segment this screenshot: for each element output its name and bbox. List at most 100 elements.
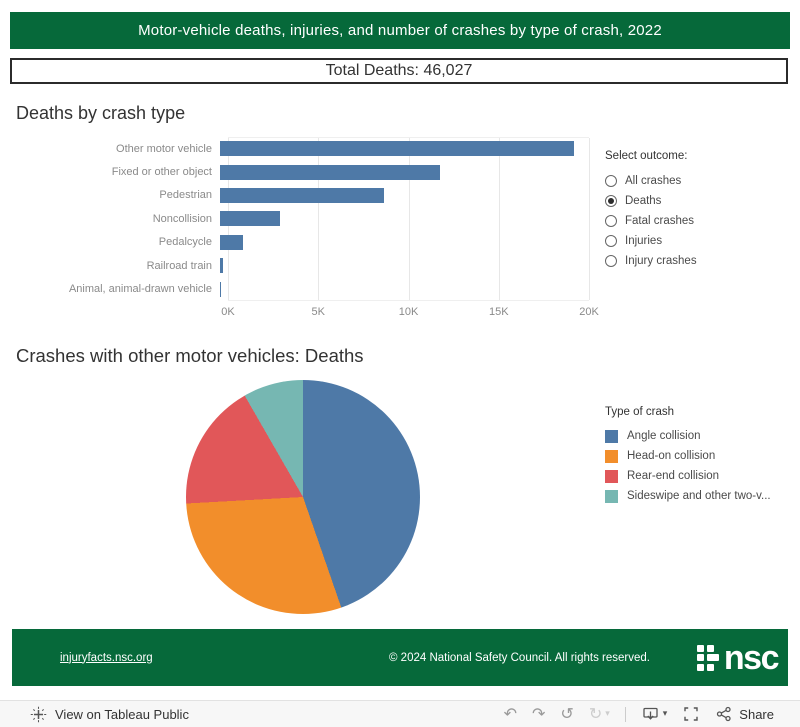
legend-swatch-icon [605, 449, 618, 463]
download-caret-icon: ▾ [662, 709, 668, 719]
bar-track [220, 211, 594, 227]
share-icon [717, 706, 731, 722]
bar-category-label: Railroad train [146, 259, 212, 272]
legend-swatch-icon [605, 489, 618, 503]
bar-row: Railroad train [10, 254, 594, 277]
toolbar-separator [624, 706, 626, 722]
fullscreen-button[interactable] [682, 705, 700, 723]
bar-track [220, 187, 594, 203]
outcome-option-label: Injury crashes [625, 255, 697, 267]
legend-item[interactable]: Angle collision [605, 426, 771, 446]
header-banner: Motor-vehicle deaths, injuries, and numb… [10, 12, 790, 49]
legend-swatch-icon [605, 429, 618, 443]
nsc-logo: nsc [697, 638, 780, 677]
share-label: Share [739, 706, 774, 722]
header-title: Motor-vehicle deaths, injuries, and numb… [138, 22, 662, 39]
legend-item-label: Rear-end collision [627, 470, 720, 482]
share-button[interactable]: Share [715, 705, 774, 723]
outcome-filter-label: Select outcome: [605, 150, 688, 162]
tableau-toolbar: View on Tableau Public ↶ ↷ ↺ ↻ ▾ ▾ [0, 700, 800, 727]
toolbar-actions: ↶ ↷ ↺ ↻ ▾ ▾ Share [504, 705, 774, 723]
radio-circle-icon [605, 215, 617, 227]
replay-caret-icon: ▾ [605, 709, 610, 719]
bar-row: Animal, animal-drawn vehicle [10, 277, 594, 300]
total-deaths-text: Total Deaths: 46,027 [325, 62, 473, 79]
total-deaths-box: Total Deaths: 46,027 [10, 58, 788, 84]
copyright-text: © 2024 National Safety Council. All righ… [389, 651, 650, 664]
bar-row: Fixed or other object [10, 160, 594, 183]
bar-track [220, 281, 594, 297]
outcome-option-fatal-crashes[interactable]: Fatal crashes [605, 211, 697, 231]
outcome-option-injury-crashes[interactable]: Injury crashes [605, 251, 697, 271]
pie-chart[interactable] [186, 380, 420, 614]
view-on-tableau-public-label: View on Tableau Public [55, 706, 189, 722]
bar-1[interactable] [220, 141, 574, 157]
injuryfacts-link[interactable]: injuryfacts.nsc.org [60, 651, 153, 664]
bar-row: Other motor vehicle [10, 137, 594, 160]
bar-7[interactable] [220, 281, 222, 297]
tableau-logo-icon [30, 706, 47, 722]
radio-circle-icon [605, 255, 617, 267]
outcome-option-label: Injuries [625, 235, 663, 247]
outcome-option-deaths[interactable]: Deaths [605, 191, 697, 211]
bar-category-label: Pedalcycle [158, 236, 212, 249]
legend-swatch-icon [605, 469, 618, 483]
undo-icon[interactable]: ↶ [503, 704, 518, 723]
x-axis-tick-label: 10K [398, 306, 419, 318]
bar-track [220, 258, 594, 274]
radio-circle-icon [605, 195, 617, 207]
download-button[interactable]: ▾ [641, 705, 668, 723]
outcome-option-label: Fatal crashes [625, 215, 695, 227]
bar-4[interactable] [220, 211, 280, 227]
bar-category-label: Pedestrian [159, 189, 212, 202]
x-axis-tick-label: 20K [579, 306, 599, 318]
x-axis-tick-label: 5K [311, 306, 325, 318]
x-axis-tick-label: 15K [488, 306, 509, 318]
bar-3[interactable] [220, 187, 385, 203]
download-icon [643, 707, 658, 720]
radio-circle-icon [605, 175, 617, 187]
bar-row: Pedalcycle [10, 231, 594, 254]
outcome-filter-panel: Select outcome: All crashes Deaths Fatal c… [605, 150, 697, 271]
bar-chart-x-axis: 0K 5K 10K 15K 20K [10, 306, 599, 322]
fullscreen-icon [684, 707, 698, 721]
bar-track [220, 234, 594, 250]
bar-category-label: Noncollision [152, 212, 212, 225]
gridline [318, 138, 320, 300]
bar-chart: Other motor vehicle Fixed or other object… [10, 137, 594, 301]
outcome-option-injuries[interactable]: Injuries [605, 231, 697, 251]
redo-icon[interactable]: ↷ [532, 704, 546, 723]
bar-5[interactable] [220, 234, 243, 250]
outcome-option-label: Deaths [625, 195, 662, 207]
bar-category-label: Other motor vehicle [116, 142, 212, 155]
bar-track [220, 164, 594, 180]
reset-icon[interactable]: ↺ [560, 704, 574, 723]
bar-row: Noncollision [10, 207, 594, 230]
nsc-logo-text: nsc [723, 638, 780, 677]
view-on-tableau-public-link[interactable]: View on Tableau Public [30, 706, 189, 723]
bar-2[interactable] [220, 164, 441, 180]
legend-item[interactable]: Head-on collision [605, 446, 771, 466]
radio-circle-icon [605, 235, 617, 247]
replay-icon: ↻ [588, 704, 603, 723]
gridline [589, 138, 590, 300]
footer-banner: injuryfacts.nsc.org © 2024 National Safe… [12, 629, 788, 686]
bar-category-label: Animal, animal-drawn vehicle [68, 283, 212, 296]
pie-legend: Type of crash Angle collision Head-on col… [605, 406, 771, 506]
replay-button: ↻ ▾ [589, 706, 610, 722]
outcome-filter-options: All crashes Deaths Fatal crashes Injuries In… [605, 171, 697, 271]
nsc-logo-grid-icon [697, 644, 719, 671]
bar-category-label: Fixed or other object [111, 166, 212, 179]
outcome-option-label: All crashes [625, 175, 682, 187]
legend-item[interactable]: Sideswipe and other two-v... [605, 486, 771, 506]
legend-item[interactable]: Rear-end collision [605, 466, 771, 486]
bar-chart-rows: Other motor vehicle Fixed or other object… [10, 137, 594, 301]
outcome-option-all-crashes[interactable]: All crashes [605, 171, 697, 191]
gridline [498, 138, 500, 300]
bar-chart-title: Deaths by crash type [16, 103, 186, 123]
x-axis-tick-label: 0K [221, 306, 235, 318]
legend-item-label: Sideswipe and other two-v... [627, 490, 771, 502]
radio-dot-icon [608, 198, 614, 204]
bar-6[interactable] [220, 258, 223, 274]
bar-row: Pedestrian [10, 184, 594, 207]
